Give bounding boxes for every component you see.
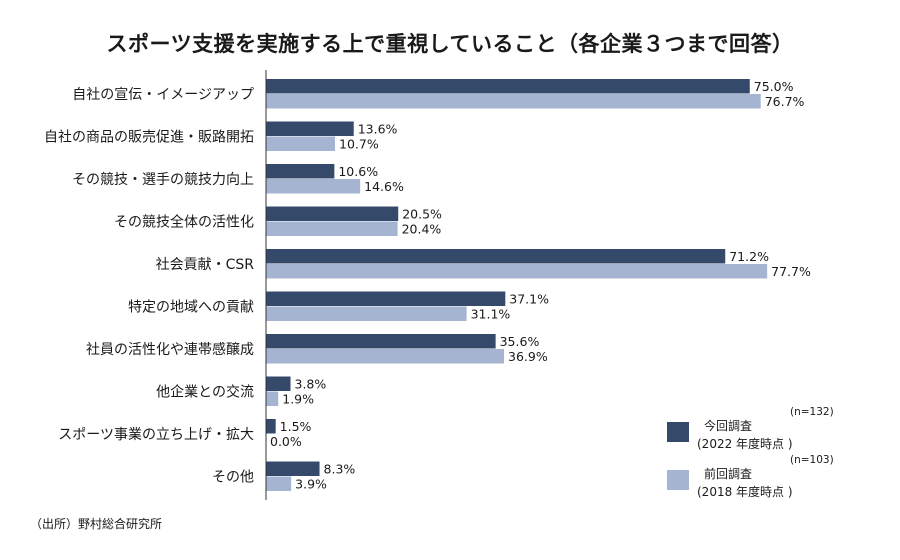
data-label-current: 35.6% — [500, 334, 540, 349]
bar-previous — [266, 349, 505, 364]
bar-current — [266, 461, 320, 476]
category-label: スポーツ事業の立ち上げ・拡大 — [58, 427, 254, 443]
data-label-previous: 3.9% — [295, 477, 327, 492]
bar-previous — [266, 476, 292, 491]
data-label-current: 20.5% — [402, 207, 442, 222]
data-label-previous: 0.0% — [270, 434, 302, 449]
data-label-current: 71.2% — [729, 249, 769, 264]
legend-swatch-current — [667, 422, 689, 442]
legend-period: (2022 年度時点 ) — [697, 436, 793, 451]
legend-sample-size: (n=132) — [790, 406, 834, 418]
data-label-previous: 1.9% — [282, 392, 314, 407]
bar-current — [266, 206, 399, 221]
bar-current — [266, 419, 276, 434]
bar-current — [266, 334, 496, 349]
data-label-current: 37.1% — [509, 292, 549, 307]
category-label: その他 — [212, 470, 254, 486]
legend-label: 今回調査 — [704, 418, 752, 433]
category-label: 社員の活性化や連帯感醸成 — [86, 341, 254, 358]
bar-previous — [266, 179, 361, 194]
data-label-previous: 36.9% — [508, 349, 548, 364]
category-label: 自社の宣伝・イメージアップ — [72, 87, 254, 103]
data-label-current: 8.3% — [324, 462, 356, 477]
source-note: （出所）野村総合研究所 — [30, 517, 163, 531]
data-label-previous: 14.6% — [364, 179, 404, 194]
data-label-current: 10.6% — [338, 164, 378, 179]
legend-sample-size: (n=103) — [790, 454, 834, 466]
chart-title: スポーツ支援を実施する上で重視していること（各企業３つまで回答） — [106, 32, 794, 56]
data-label-current: 3.8% — [295, 377, 327, 392]
bar-current — [266, 164, 335, 179]
data-label-current: 75.0% — [754, 79, 794, 94]
bar-current — [266, 121, 354, 136]
bar-current — [266, 79, 750, 94]
data-label-previous: 77.7% — [771, 264, 811, 279]
bar-current — [266, 291, 506, 306]
category-label: 特定の地域への貢献 — [128, 300, 254, 316]
bar-current — [266, 376, 291, 391]
legend-period: (2018 年度時点 ) — [697, 484, 793, 499]
legend-label: 前回調査 — [704, 466, 752, 481]
bar-previous — [266, 94, 761, 109]
data-label-previous: 31.1% — [471, 307, 511, 322]
bar-current — [266, 249, 726, 264]
bar-previous — [266, 391, 279, 406]
legend-swatch-previous — [667, 470, 689, 490]
bar-previous — [266, 264, 768, 279]
bar-previous — [266, 221, 398, 236]
data-label-previous: 10.7% — [339, 137, 379, 152]
category-label: 他企業との交流 — [156, 384, 254, 401]
bar-previous — [266, 306, 467, 321]
data-label-current: 1.5% — [280, 419, 312, 434]
category-label: その競技全体の活性化 — [114, 214, 254, 231]
category-label: 社会貢献・CSR — [156, 257, 255, 273]
data-label-previous: 76.7% — [765, 94, 805, 109]
category-label: その競技・選手の競技力向上 — [72, 172, 254, 188]
category-label: 自社の商品の販売促進・販路開拓 — [44, 130, 254, 146]
bar-previous — [266, 136, 336, 151]
data-label-current: 13.6% — [358, 122, 398, 137]
data-label-previous: 20.4% — [402, 222, 442, 237]
